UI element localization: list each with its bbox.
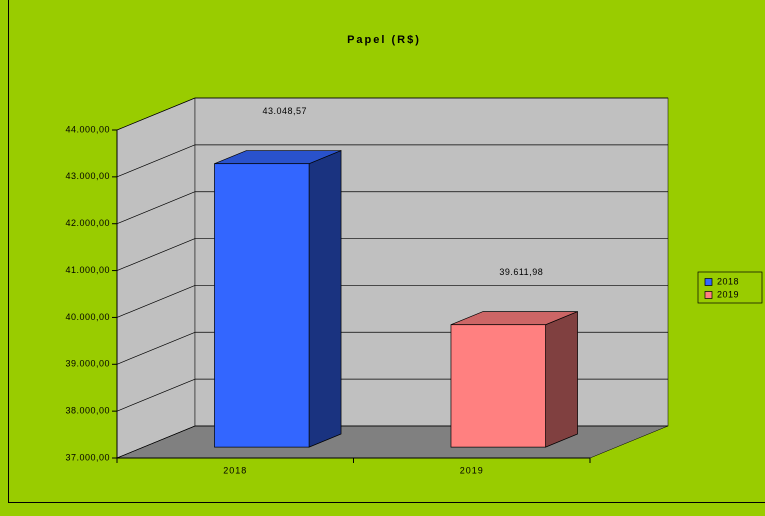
legend-box bbox=[697, 271, 763, 304]
bar-side bbox=[545, 311, 578, 448]
grid-line bbox=[116, 285, 196, 318]
y-tick-label: 43.000,00 bbox=[65, 171, 110, 181]
grid-line bbox=[116, 191, 196, 225]
left-wall bbox=[116, 97, 196, 459]
y-tick-label: 44.000,00 bbox=[65, 124, 110, 134]
grid-line bbox=[116, 425, 196, 459]
grid-line bbox=[116, 331, 196, 365]
y-tick-label: 40.000,00 bbox=[65, 312, 110, 322]
legend-label: 2019 bbox=[717, 289, 739, 299]
y-tick-label: 37.000,00 bbox=[65, 452, 110, 462]
x-tick-label: 2019 bbox=[460, 465, 484, 475]
bar-side bbox=[308, 150, 342, 448]
x-tick-label: 2018 bbox=[223, 465, 247, 475]
bar bbox=[450, 324, 546, 448]
legend-swatch bbox=[704, 278, 713, 286]
grid-line bbox=[116, 97, 196, 131]
value-label: 39.611,98 bbox=[499, 267, 543, 277]
grid-line bbox=[116, 238, 196, 271]
chart-title: Papel (R$) bbox=[347, 34, 421, 46]
legend-label: 2018 bbox=[717, 276, 739, 286]
y-tick-label: 39.000,00 bbox=[65, 359, 110, 369]
grid-line bbox=[116, 378, 196, 412]
y-tick-label: 42.000,00 bbox=[65, 218, 110, 228]
bar bbox=[214, 163, 310, 448]
value-label: 43.048,57 bbox=[262, 106, 307, 116]
y-tick-label: 38.000,00 bbox=[65, 406, 110, 416]
y-tick-label: 41.000,00 bbox=[65, 265, 110, 275]
grid-line bbox=[116, 144, 196, 178]
floor bbox=[116, 425, 669, 459]
legend-swatch bbox=[704, 291, 713, 299]
